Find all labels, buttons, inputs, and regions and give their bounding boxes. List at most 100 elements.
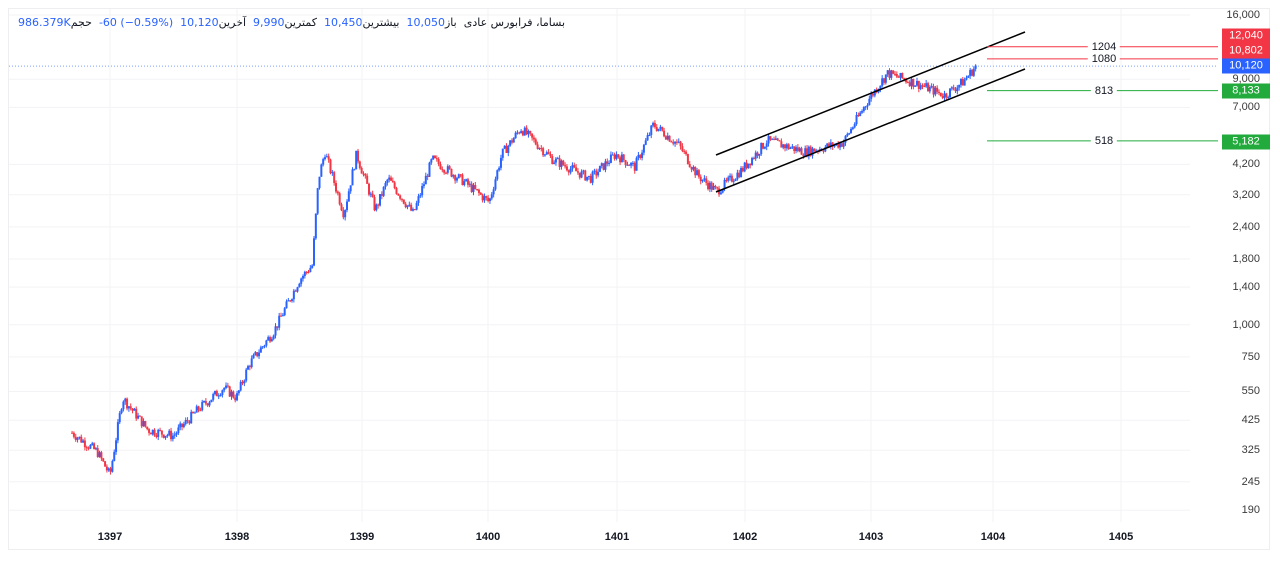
- candle-body: [157, 429, 160, 437]
- candle-body: [494, 179, 497, 190]
- candle-body: [752, 158, 755, 160]
- candle-body: [307, 271, 310, 273]
- volume-value: 986.379K: [18, 16, 71, 29]
- candle-body: [433, 155, 436, 159]
- candle-body: [223, 387, 226, 391]
- candle-body: [411, 209, 414, 211]
- candle-body: [113, 451, 116, 461]
- candle-body: [415, 202, 418, 210]
- candle-body: [937, 91, 940, 93]
- candle-body: [347, 191, 350, 202]
- candle-body: [170, 430, 173, 440]
- candle-body: [468, 183, 471, 185]
- chart-frame: [8, 8, 1270, 550]
- candle-body: [782, 144, 785, 148]
- candle-body: [842, 142, 845, 147]
- candle-body: [164, 435, 167, 438]
- candle-body: [441, 169, 444, 171]
- candle-body: [545, 152, 548, 155]
- candle-body: [672, 142, 675, 144]
- candle-body: [853, 124, 856, 128]
- candle-body: [670, 141, 673, 143]
- candle-body: [267, 337, 270, 341]
- candle-body: [439, 163, 442, 170]
- high-label: بیشترین: [362, 16, 400, 29]
- candle-body: [265, 340, 268, 346]
- candle-body: [133, 408, 136, 411]
- candle-body: [181, 423, 184, 428]
- candle-body: [923, 85, 926, 87]
- candle-body: [870, 93, 873, 99]
- candle-body: [769, 136, 772, 140]
- channel-lower-line[interactable]: [715, 68, 1026, 193]
- candle-body: [450, 168, 453, 177]
- candle-body: [173, 434, 176, 436]
- candle-body: [928, 87, 931, 92]
- candle-body: [950, 87, 953, 89]
- candle-body: [435, 158, 438, 160]
- candle-body: [366, 175, 369, 184]
- candle-body: [883, 78, 886, 83]
- candle-body: [291, 299, 294, 302]
- candle-body: [505, 145, 508, 153]
- candle-body: [140, 416, 143, 427]
- candle-body: [503, 145, 506, 149]
- candle-body: [730, 175, 733, 182]
- candle-body: [393, 182, 396, 189]
- time-tick-label: 1397: [97, 531, 123, 543]
- candle-body: [327, 156, 330, 160]
- candle-body: [822, 150, 825, 152]
- candle-body: [936, 87, 939, 92]
- price-tag: 5,182: [1222, 134, 1270, 150]
- candle-body: [943, 93, 946, 98]
- candle-body: [367, 183, 370, 195]
- candle-body: [219, 395, 222, 397]
- candle-body: [404, 203, 407, 208]
- candle-body: [199, 410, 202, 412]
- candle-body: [958, 84, 961, 88]
- candle-body: [567, 170, 570, 173]
- candle-body: [448, 166, 451, 169]
- candle-body: [540, 148, 543, 150]
- candle-body: [336, 191, 339, 194]
- candle-body: [879, 85, 882, 90]
- candle-body: [628, 164, 631, 166]
- level-label: 1080: [1087, 52, 1121, 65]
- candle-body: [862, 107, 865, 112]
- candle-body: [426, 175, 429, 177]
- candle-body: [373, 196, 376, 211]
- candle-body: [850, 129, 853, 134]
- candle-body: [360, 167, 363, 174]
- candle-body: [542, 148, 545, 156]
- symbol-name[interactable]: بساما، فرابورس عادی: [463, 16, 566, 29]
- candle-body: [197, 406, 200, 411]
- candle-body: [578, 172, 581, 178]
- candle-body: [422, 184, 425, 186]
- candle-body: [384, 182, 387, 187]
- candle-body: [479, 192, 482, 195]
- candle-body: [120, 409, 123, 414]
- candle-body: [155, 435, 158, 437]
- candle-body: [135, 408, 138, 419]
- candle-body: [461, 174, 464, 186]
- candle-body: [115, 440, 118, 452]
- candle-body: [633, 162, 636, 171]
- candle-body: [725, 179, 728, 181]
- candle-body: [94, 448, 97, 450]
- channel-upper-line[interactable]: [715, 31, 1026, 156]
- candle-body: [560, 160, 563, 167]
- candle-body: [313, 238, 316, 266]
- candle-body: [397, 193, 400, 196]
- candle-body: [864, 106, 867, 108]
- candle-body: [270, 338, 273, 342]
- candle-body: [525, 127, 528, 135]
- level-label: 813: [1090, 84, 1118, 97]
- candle-body: [798, 148, 801, 152]
- candle-body: [217, 395, 220, 397]
- candle-body: [206, 403, 209, 406]
- candle-body: [175, 433, 178, 435]
- candle-body: [851, 127, 854, 130]
- candle-body: [358, 161, 361, 168]
- candle-body: [263, 345, 266, 347]
